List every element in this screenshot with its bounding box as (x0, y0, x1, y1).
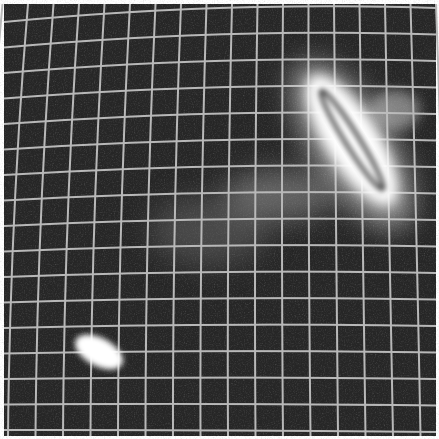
grid-line (3, 297, 437, 304)
galaxy (292, 61, 412, 229)
galaxy-disk (306, 74, 398, 206)
grid-line (3, 58, 437, 74)
grid-line (3, 376, 437, 380)
grid-line (3, 270, 437, 278)
grid-line (3, 402, 437, 407)
grid-line (7, 3, 29, 437)
satellite-galaxy (75, 334, 123, 370)
grid-line (3, 244, 437, 253)
haze (150, 195, 270, 265)
diffuse-emission (150, 90, 420, 265)
grid-line (3, 84, 437, 100)
haze (225, 170, 335, 220)
haze (370, 90, 420, 130)
grid-line (3, 31, 437, 49)
grid-line (3, 323, 437, 329)
grid-line (0, 3, 4, 45)
grid-line (281, 3, 284, 437)
grid-line (3, 350, 437, 355)
grid-line (3, 428, 437, 433)
grid-line (435, 3, 439, 125)
grid-line (3, 111, 437, 125)
grid-line (3, 5, 437, 23)
dust-lane (318, 88, 386, 192)
